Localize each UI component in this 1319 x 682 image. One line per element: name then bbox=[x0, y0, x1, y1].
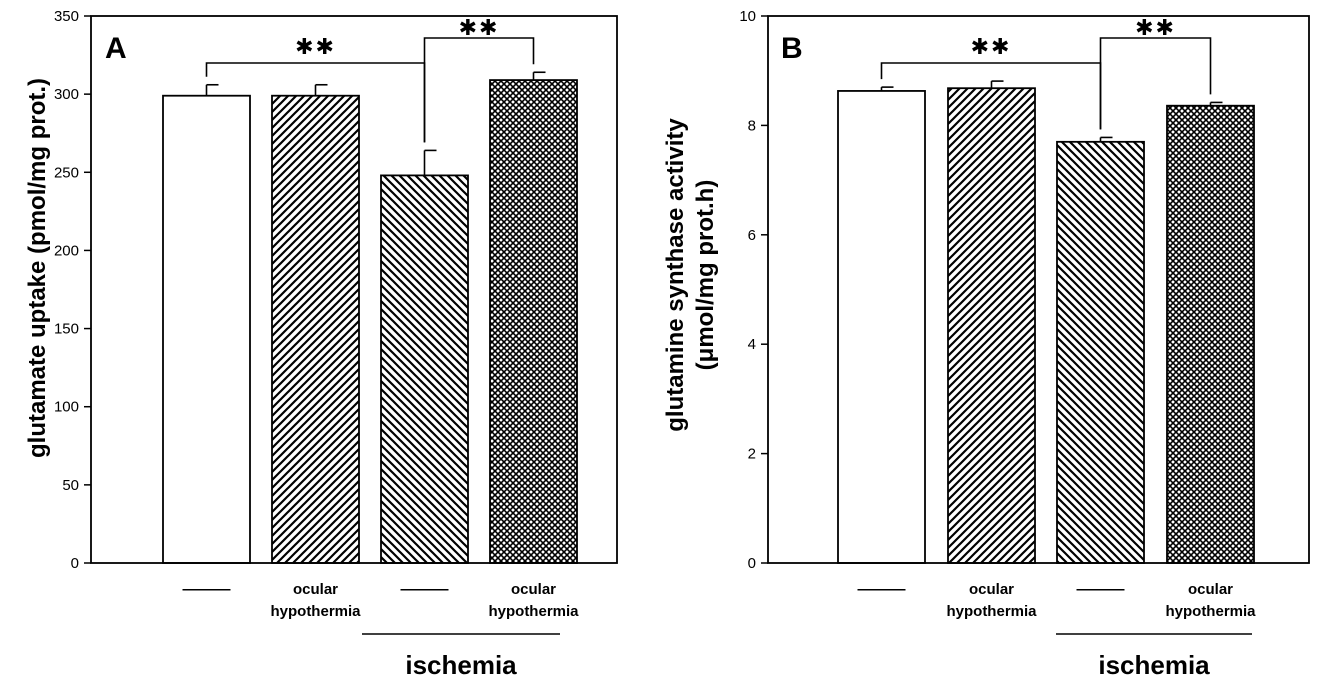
panel-b-category-label-4: ocular hypothermia bbox=[1165, 581, 1256, 620]
panel-a-significance-label-1: ✱✱ bbox=[295, 34, 336, 59]
panel-a-category-label-4: ocular hypothermia bbox=[488, 581, 579, 620]
panel-a-y-tick-label-7: 350 bbox=[54, 8, 79, 25]
panel-b-category-label-3: —— bbox=[1077, 581, 1125, 598]
panel-b-bar-4 bbox=[1166, 104, 1255, 564]
panel-b-y-axis-title: glutamine synthase activity (μmol/mg prot… bbox=[662, 118, 719, 432]
panel-a-bar-1 bbox=[162, 94, 251, 564]
panel-b-significance-bracket-2 bbox=[1099, 37, 1212, 130]
panel-b-category-label-2: ocular hypothermia bbox=[946, 581, 1037, 620]
panel-a-y-tick-label-4: 200 bbox=[54, 242, 79, 259]
panel-a-group-bracket-label: ischemia bbox=[405, 650, 517, 680]
panel-b-significance-label-2: ✱✱ bbox=[1135, 15, 1176, 40]
panel-b-y-tick-label-1: 2 bbox=[748, 446, 756, 463]
panel-a-y-axis-title-line-1: glutamate uptake (pmol/mg prot.) bbox=[24, 78, 51, 458]
panel-b-y-axis-title-line-2: (μmol/mg prot.h) bbox=[692, 180, 719, 371]
panel-b-y-tick-label-4: 8 bbox=[748, 117, 756, 134]
panel-b-group-bracket-label: ischemia bbox=[1098, 650, 1210, 680]
panel-b-category-label-1: —— bbox=[858, 581, 906, 598]
panel-a-letter: A bbox=[105, 32, 127, 65]
panel-a-bar-4 bbox=[489, 79, 578, 564]
panel-b-letter: B bbox=[781, 32, 803, 65]
panel-b-significance-label-1: ✱✱ bbox=[971, 34, 1012, 59]
panel-b-y-tick-label-5: 10 bbox=[739, 8, 756, 25]
panel-a-y-tick-label-3: 150 bbox=[54, 321, 79, 338]
panel-b-bar-2 bbox=[947, 87, 1036, 564]
panel-a-significance-label-2: ✱✱ bbox=[459, 15, 500, 40]
panel-a-bar-3 bbox=[380, 174, 469, 564]
panel-b-chart: glutamine synthase activity (μmol/mg prot… bbox=[662, 8, 1310, 680]
panel-b-y-tick-label-3: 6 bbox=[748, 227, 756, 244]
panel-a-y-tick-label-6: 300 bbox=[54, 86, 79, 103]
panel-a-plot-frame bbox=[90, 15, 618, 564]
panel-a-bar-2 bbox=[271, 94, 360, 564]
panel-a-significance-bracket-2 bbox=[423, 37, 535, 143]
panel-a-y-axis-title: glutamate uptake (pmol/mg prot.) bbox=[24, 78, 51, 458]
panel-a-y-tick-label-5: 250 bbox=[54, 164, 79, 181]
panel-a-y-tick-label-0: 0 bbox=[71, 555, 79, 572]
panel-b-y-tick-label-0: 0 bbox=[748, 555, 756, 572]
panel-a-category-label-3: —— bbox=[401, 581, 449, 598]
panel-a-y-tick-label-1: 50 bbox=[62, 477, 79, 494]
panel-a-category-label-1: —— bbox=[183, 581, 231, 598]
panel-b-bar-1 bbox=[837, 90, 926, 564]
panel-b-y-tick-label-2: 4 bbox=[748, 336, 756, 353]
panel-a-category-label-2: ocular hypothermia bbox=[270, 581, 361, 620]
panel-b-plot-frame bbox=[767, 15, 1310, 564]
panel-a-y-tick-label-2: 100 bbox=[54, 399, 79, 416]
panel-a-chart: glutamate uptake (pmol/mg prot.) A 0 50 10… bbox=[24, 8, 618, 680]
panel-b-y-axis-title-line-1: glutamine synthase activity bbox=[662, 118, 689, 432]
panel-b-bar-3 bbox=[1056, 140, 1145, 564]
